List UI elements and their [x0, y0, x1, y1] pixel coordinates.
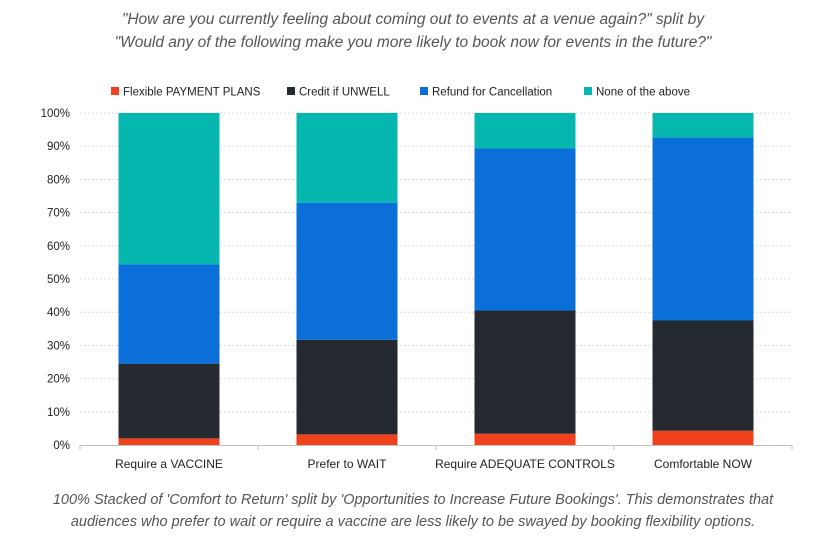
- chart-caption-line-2: audiences who prefer to wait or require …: [70, 514, 756, 530]
- bar-segment: [652, 137, 754, 321]
- legend-swatch: [584, 87, 592, 95]
- chart-caption: 100% Stacked of 'Comfort to Return' spli…: [0, 489, 826, 533]
- y-tick-label: 20%: [47, 374, 70, 386]
- bar-segment: [118, 363, 220, 439]
- bar-segment: [296, 113, 398, 203]
- bar-segment: [474, 113, 576, 149]
- bar-segment: [296, 339, 398, 435]
- bars: [118, 113, 754, 445]
- x-tick-label: Require ADEQUATE CONTROLS: [435, 457, 615, 471]
- y-tick-label: 50%: [47, 274, 70, 286]
- x-tick-label: Comfortable NOW: [654, 457, 753, 471]
- chart-title-line-2: "Would any of the following make you mor…: [114, 34, 712, 51]
- y-tick-label: 90%: [47, 141, 70, 153]
- y-tick-label: 40%: [47, 307, 70, 319]
- x-tick-label: Require a VACCINE: [115, 457, 223, 471]
- legend-label: Credit if UNWELL: [299, 87, 390, 99]
- y-tick-label: 70%: [47, 208, 70, 220]
- y-tick-label: 100%: [41, 108, 70, 120]
- chart-caption-line-1: 100% Stacked of 'Comfort to Return' spli…: [52, 492, 774, 508]
- legend: Flexible PAYMENT PLANS Credit if UNWELL Re…: [111, 87, 690, 99]
- bar-segment: [296, 202, 398, 340]
- bar-segment: [118, 264, 220, 364]
- bar-segment: [652, 430, 754, 445]
- bar-segment: [118, 113, 220, 265]
- bar-segment: [652, 320, 754, 431]
- y-tick-label: 30%: [47, 340, 70, 352]
- chart-title-line-1: "How are you currently feeling about com…: [121, 11, 705, 28]
- legend-label: Flexible PAYMENT PLANS: [123, 87, 261, 99]
- bar-segment: [118, 438, 220, 445]
- legend-swatch: [287, 87, 295, 95]
- legend-swatch: [111, 87, 119, 95]
- y-tick-label: 10%: [47, 407, 70, 419]
- x-tick-label: Prefer to WAIT: [308, 457, 388, 471]
- legend-swatch: [420, 87, 428, 95]
- y-tick-label: 60%: [47, 241, 70, 253]
- y-tick-label: 0%: [53, 440, 70, 452]
- chart-title: "How are you currently feeling about com…: [0, 8, 826, 54]
- x-axis: Require a VACCINE Prefer to WAIT Require A…: [79, 445, 793, 471]
- y-tick-label: 80%: [47, 174, 70, 186]
- bar-segment: [474, 310, 576, 434]
- legend-label: None of the above: [596, 87, 690, 99]
- legend-label: Refund for Cancellation: [432, 87, 552, 99]
- bar-segment: [296, 434, 398, 445]
- bar-segment: [474, 433, 576, 445]
- y-axis: 0% 10% 20% 30% 40% 50% 60% 70% 80% 90% 100%: [41, 108, 70, 452]
- bar-segment: [474, 148, 576, 311]
- bar-segment: [652, 113, 754, 138]
